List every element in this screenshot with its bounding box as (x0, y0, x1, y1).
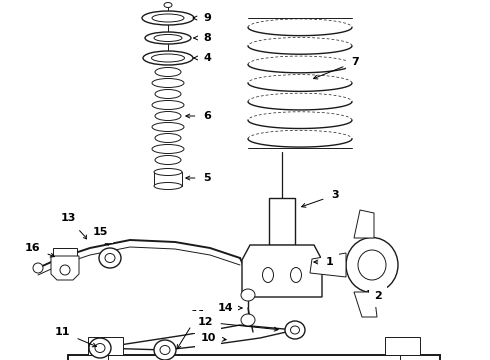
Ellipse shape (154, 183, 182, 189)
Ellipse shape (105, 253, 115, 262)
Ellipse shape (291, 267, 301, 283)
Bar (154, 172, 182, 186)
Polygon shape (269, 198, 295, 245)
Text: 6: 6 (186, 111, 211, 121)
Text: 17: 17 (0, 359, 1, 360)
Polygon shape (385, 337, 420, 355)
Text: 10: 10 (200, 333, 226, 343)
Ellipse shape (263, 267, 273, 283)
Polygon shape (354, 292, 377, 317)
Ellipse shape (155, 112, 181, 121)
Text: 4: 4 (194, 53, 211, 63)
Text: 9: 9 (193, 13, 211, 23)
Text: 11: 11 (177, 310, 206, 349)
Ellipse shape (152, 122, 184, 131)
Ellipse shape (154, 35, 182, 41)
Ellipse shape (60, 265, 70, 275)
Ellipse shape (358, 250, 386, 280)
Bar (53, 248, 77, 256)
Ellipse shape (154, 168, 182, 176)
Text: 15: 15 (92, 227, 108, 245)
Ellipse shape (154, 340, 176, 360)
Ellipse shape (155, 90, 181, 99)
Polygon shape (310, 253, 346, 277)
Polygon shape (88, 337, 123, 355)
Ellipse shape (155, 156, 181, 165)
Ellipse shape (160, 346, 170, 355)
Text: 8: 8 (194, 33, 211, 43)
Text: 13: 13 (60, 213, 87, 239)
Ellipse shape (346, 238, 398, 292)
Text: 16: 16 (24, 243, 54, 257)
Text: 12: 12 (197, 317, 278, 331)
Text: 3: 3 (302, 190, 339, 207)
Text: 5: 5 (186, 173, 211, 183)
Ellipse shape (152, 78, 184, 87)
Polygon shape (51, 256, 79, 280)
Text: 2: 2 (368, 291, 382, 301)
Ellipse shape (99, 248, 121, 268)
Ellipse shape (164, 3, 172, 8)
Ellipse shape (285, 321, 305, 339)
Ellipse shape (143, 51, 193, 65)
Text: 11: 11 (54, 327, 97, 347)
Ellipse shape (152, 100, 184, 109)
Ellipse shape (155, 134, 181, 143)
Ellipse shape (33, 263, 43, 273)
Ellipse shape (152, 14, 184, 22)
Polygon shape (242, 245, 322, 297)
Text: 1: 1 (314, 257, 334, 267)
Ellipse shape (142, 11, 194, 25)
Ellipse shape (95, 343, 105, 352)
Text: 7: 7 (314, 57, 359, 79)
Ellipse shape (151, 54, 185, 62)
Ellipse shape (145, 32, 191, 44)
Polygon shape (68, 355, 440, 360)
Ellipse shape (155, 68, 181, 77)
Ellipse shape (241, 314, 255, 326)
Ellipse shape (152, 144, 184, 153)
Ellipse shape (241, 289, 255, 301)
Ellipse shape (291, 326, 299, 334)
Text: 14: 14 (217, 303, 242, 313)
Polygon shape (354, 210, 374, 238)
Ellipse shape (89, 338, 111, 358)
